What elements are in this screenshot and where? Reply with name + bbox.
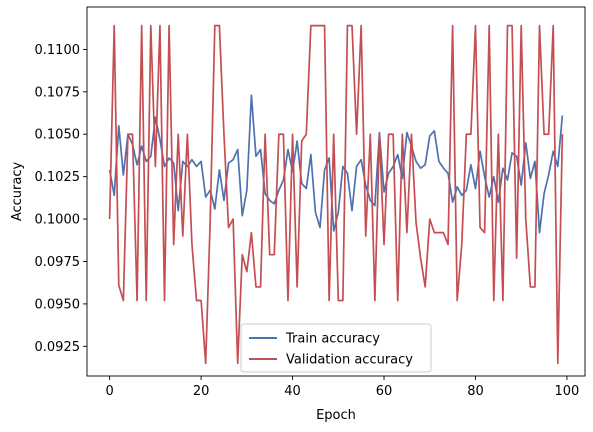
validation-accuracy-line — [108, 24, 564, 365]
y-tick-label: 0.0925 — [35, 340, 81, 355]
x-axis-ticks: 0 20 40 60 80 100 — [105, 376, 579, 399]
legend-train-label: Train accuracy — [285, 332, 380, 347]
legend-validation-label: Validation accuracy — [286, 353, 413, 368]
y-tick-label: 0.0950 — [35, 297, 81, 312]
y-tick-label: 0.1000 — [35, 213, 81, 228]
y-tick-label: 0.1025 — [35, 170, 81, 185]
y-axis-label: Accuracy — [10, 162, 25, 222]
x-tick-label: 0 — [105, 384, 113, 399]
legend-box — [240, 323, 432, 373]
y-tick-label: 0.1075 — [35, 85, 81, 100]
x-tick-label: 80 — [467, 384, 484, 399]
y-tick-label: 0.1050 — [35, 128, 81, 143]
y-axis-ticks: 0.0925 0.0950 0.0975 0.1000 0.1025 0.1050 0.10… — [35, 43, 87, 355]
plot-frame — [86, 6, 586, 377]
x-tick-label: 40 — [284, 384, 301, 399]
y-tick-label: 0.0975 — [35, 255, 81, 270]
x-tick-label: 60 — [376, 384, 393, 399]
x-tick-label: 100 — [555, 384, 580, 399]
x-axis-label: Epoch — [316, 408, 356, 423]
x-tick-label: 20 — [193, 384, 210, 399]
series-layer — [108, 24, 564, 365]
y-tick-label: 0.1100 — [35, 43, 81, 58]
legend: Train accuracy Validation accuracy — [240, 323, 432, 373]
